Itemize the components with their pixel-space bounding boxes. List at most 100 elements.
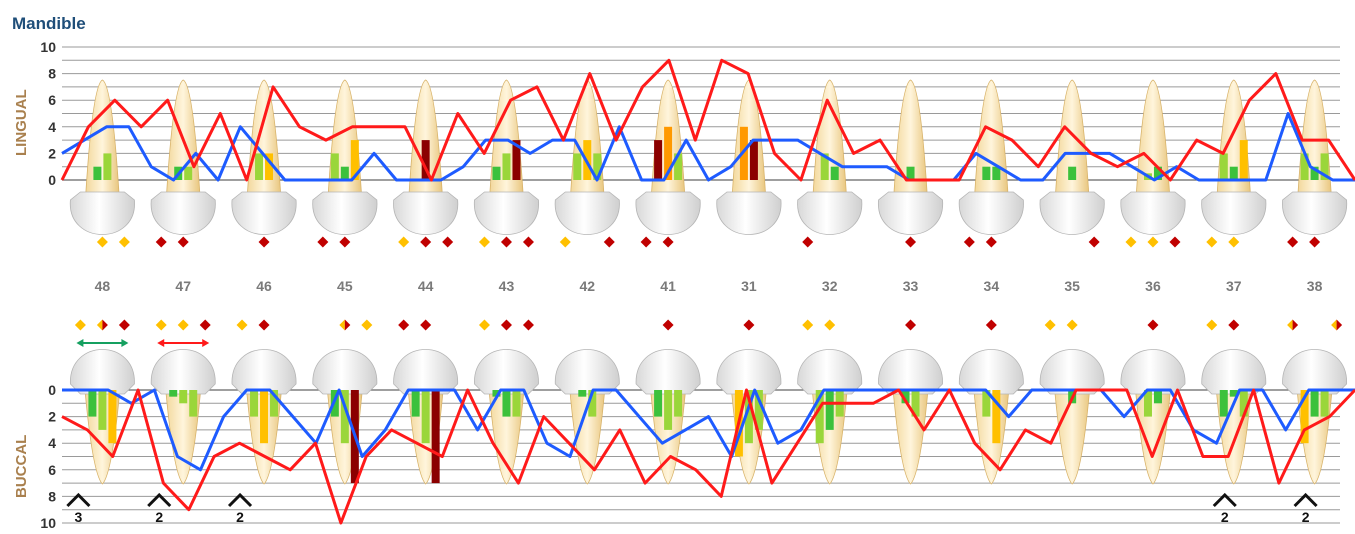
furcation-grade: 2 — [155, 509, 163, 525]
tooth-crown — [1201, 191, 1267, 235]
lingual-pocket-line — [61, 112, 1355, 182]
tooth-number: 34 — [984, 278, 1000, 294]
buccal-bleeding-marker — [1228, 319, 1240, 331]
tooth-crown — [958, 349, 1024, 395]
buccal-plaque-marker — [155, 319, 167, 331]
furcation-grade: 2 — [236, 509, 244, 525]
tooth-crown — [635, 349, 701, 395]
buccal-measure-bar — [1143, 390, 1152, 417]
tooth-crown — [1120, 349, 1186, 395]
lingual-plaque-marker — [1206, 236, 1218, 248]
tooth-number: 31 — [741, 278, 757, 294]
tooth-image — [1282, 79, 1348, 235]
lingual-bleeding-marker — [662, 236, 674, 248]
tooth-numbers: 48 47 46 45 44 43 42 41 31 32 33 34 35 36 37 38 — [95, 278, 1323, 294]
buccal-measure-bar — [169, 390, 178, 397]
lingual-measure-bar — [906, 166, 915, 180]
tooth-number: 44 — [418, 278, 434, 294]
chart-title: Mandible — [12, 14, 86, 33]
lingual-bleeding-marker — [802, 236, 814, 248]
buccal-measure-bar — [1310, 390, 1319, 417]
tooth-crown — [635, 191, 701, 235]
buccal-measure-bar — [911, 390, 920, 417]
lingual-measure-bar — [1068, 166, 1077, 180]
lingual-measure-bar — [1239, 140, 1248, 180]
buccal-measure-bar — [502, 390, 511, 417]
lingual-measure-bar — [350, 140, 359, 180]
lingual-bleeding-marker — [1169, 236, 1181, 248]
buccal-bleeding-marker — [1147, 319, 1159, 331]
tooth-image — [878, 79, 943, 235]
tooth-crown — [1282, 191, 1348, 235]
lingual-y-tick-label: 2 — [48, 145, 56, 161]
lingual-side-label: LINGUAL — [13, 89, 30, 156]
lingual-plaque-marker — [1228, 236, 1240, 248]
lingual-plaque-marker — [96, 236, 108, 248]
furcation-marker: 2 — [227, 492, 253, 525]
tooth-image — [1039, 79, 1105, 235]
lingual-plaque-marker — [398, 236, 410, 248]
lingual-bleeding-marker — [317, 236, 329, 248]
buccal-lines — [61, 388, 1355, 525]
buccal-plaque-marker — [824, 319, 836, 331]
buccal-plaque-marker — [1066, 319, 1078, 331]
buccal-measure-bar — [825, 390, 834, 430]
lingual-bleeding-marker — [1088, 236, 1100, 248]
tooth-root — [84, 79, 120, 201]
lingual-measure-bar — [93, 166, 102, 180]
buccal-plaque-marker — [802, 319, 814, 331]
tooth-number: 33 — [903, 278, 919, 294]
tooth-crown — [797, 349, 863, 395]
tooth-number: 48 — [95, 278, 111, 294]
lingual-bleeding-marker — [500, 236, 512, 248]
buccal-measure-bar — [744, 390, 753, 444]
buccal-measure-bar — [1300, 390, 1309, 444]
tooth-root — [1135, 79, 1171, 201]
tooth-image — [1120, 79, 1186, 235]
tooth-number: 46 — [256, 278, 272, 294]
tooth-root — [893, 79, 928, 201]
buccal-measure-bar — [179, 390, 188, 404]
buccal-measure-bar — [260, 390, 269, 444]
mobility-arrow — [76, 339, 129, 347]
lingual-plaque-marker — [559, 236, 571, 248]
tooth-crown — [554, 349, 620, 395]
tooth-root — [1053, 383, 1091, 485]
lingual-measure-bar — [1219, 153, 1228, 180]
lingual-measure-bar — [255, 153, 264, 180]
tooth-crown — [878, 191, 943, 235]
buccal-measure-bar — [492, 390, 501, 397]
lingual-bleeding-marker — [905, 236, 917, 248]
furcation-marker: 2 — [1212, 492, 1237, 525]
tooth-crown — [1039, 191, 1105, 235]
tooth-number: 43 — [499, 278, 515, 294]
buccal-measure-bar — [654, 390, 663, 417]
tooth-root — [408, 79, 444, 201]
lingual-margin-line — [60, 58, 1355, 182]
buccal-y-tick-label: 8 — [48, 488, 56, 504]
buccal-measure-bar — [1229, 390, 1238, 397]
lingual-plaque-marker — [478, 236, 490, 248]
lingual-measure-bar — [664, 126, 673, 180]
buccal-margin-line — [61, 388, 1355, 525]
lingual-measure-bar — [992, 166, 1001, 180]
lingual-lines — [60, 58, 1355, 182]
tooth-image — [312, 79, 378, 235]
buccal-measure-bar — [411, 390, 420, 417]
tooth-root — [972, 383, 1010, 485]
buccal-measure-bar — [88, 390, 97, 417]
lingual-y-tick-label: 0 — [48, 172, 56, 188]
tooth-crown — [958, 191, 1024, 235]
tooth-crown — [69, 191, 135, 235]
tooth-image — [1201, 79, 1267, 235]
buccal-measure-bar — [189, 390, 198, 417]
tooth-crown — [1201, 349, 1267, 395]
lingual-measure-bar — [512, 140, 521, 180]
furcation-grade: 2 — [1302, 509, 1310, 525]
buccal-measure-bar — [578, 390, 587, 397]
lingual-measure-bar — [502, 153, 511, 180]
tooth-number: 36 — [1145, 278, 1161, 294]
tooth-crown — [716, 349, 782, 395]
tooth-number: 37 — [1226, 278, 1242, 294]
